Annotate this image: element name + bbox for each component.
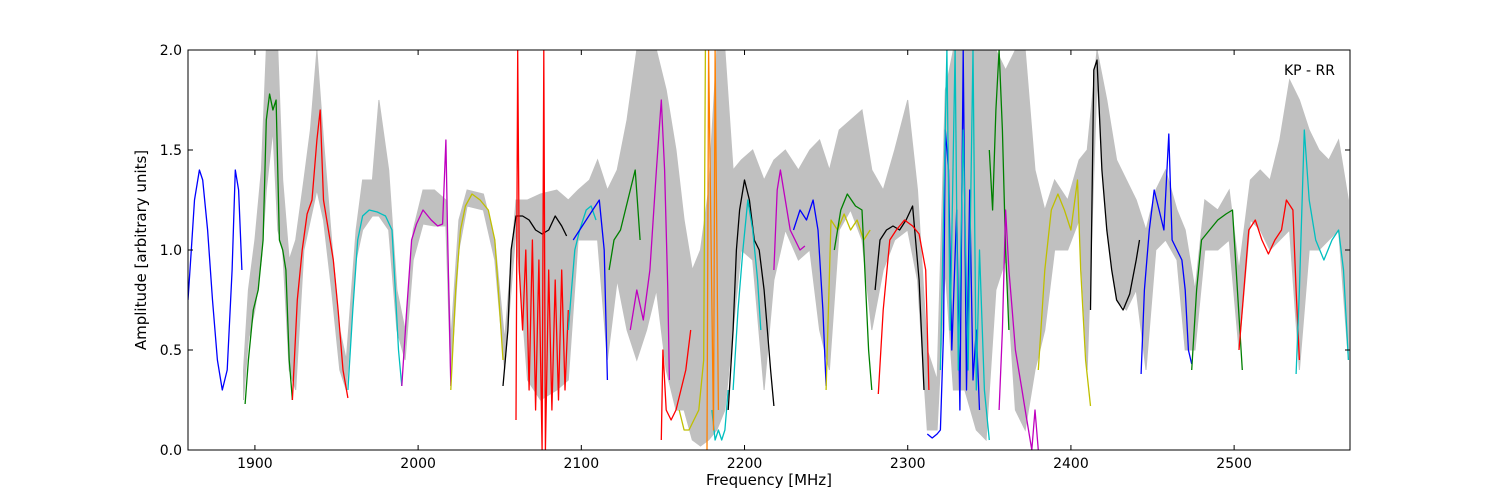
series-line-21 bbox=[825, 213, 871, 391]
series-line-3 bbox=[291, 109, 349, 401]
y-tick-label: 0.5 bbox=[160, 343, 182, 359]
series-line-19 bbox=[773, 169, 806, 271]
series-line-4 bbox=[347, 209, 403, 391]
y-tick-label: 2.0 bbox=[160, 43, 182, 59]
series-annotation: KP - RR bbox=[1284, 63, 1335, 79]
series-line-29 bbox=[1037, 179, 1092, 407]
series-line-15 bbox=[711, 389, 729, 441]
series-line-7 bbox=[502, 215, 568, 387]
y-tick-label: 1.0 bbox=[160, 243, 182, 259]
series-line-10 bbox=[572, 199, 609, 381]
y-tick-label: 0.0 bbox=[160, 443, 182, 459]
series-line-34 bbox=[1295, 129, 1350, 375]
x-tick-label: 2500 bbox=[1216, 456, 1252, 472]
y-axis-label: Amplitude [arbitrary units] bbox=[132, 150, 150, 350]
series-line-23 bbox=[874, 205, 925, 391]
series-line-30 bbox=[1089, 59, 1141, 311]
y-tick-label: 1.5 bbox=[160, 143, 182, 159]
x-tick-label: 2400 bbox=[1053, 456, 1089, 472]
x-tick-label: 1900 bbox=[237, 456, 273, 472]
series-line-20 bbox=[792, 199, 827, 387]
x-tick-label: 2300 bbox=[890, 456, 926, 472]
series-line-25 bbox=[926, 50, 981, 439]
series-lines bbox=[188, 50, 1350, 450]
series-line-22 bbox=[833, 193, 873, 391]
series-line-33 bbox=[1238, 199, 1301, 361]
series-line-12 bbox=[629, 99, 671, 381]
series-line-32 bbox=[1191, 209, 1243, 371]
x-tick-label: 2200 bbox=[727, 456, 763, 472]
series-line-24 bbox=[877, 219, 930, 395]
axis-ticks: 1900 2000 2100 2200 2300 2400 2500 0.0 0.5 1.0 1.5… bbox=[160, 43, 1350, 472]
series-line-17 bbox=[727, 179, 775, 411]
x-axis-label: Frequency [MHz] bbox=[706, 471, 832, 489]
series-line-18 bbox=[732, 199, 762, 391]
series-line-13 bbox=[660, 329, 692, 441]
series-line-5 bbox=[401, 139, 452, 387]
series-line-6 bbox=[450, 193, 504, 391]
series-line-31 bbox=[1140, 133, 1193, 375]
series-line-11 bbox=[608, 169, 641, 271]
x-tick-label: 2100 bbox=[563, 456, 599, 472]
series-line-14 bbox=[678, 50, 707, 431]
series-line-16 bbox=[706, 50, 720, 450]
series-line-28 bbox=[998, 209, 1039, 450]
series-line-26 bbox=[939, 50, 990, 441]
series-line-8 bbox=[515, 50, 569, 450]
series-line-27 bbox=[988, 50, 1010, 331]
series-line-2 bbox=[244, 93, 294, 405]
x-tick-label: 2000 bbox=[400, 456, 436, 472]
series-line-1 bbox=[188, 169, 243, 391]
